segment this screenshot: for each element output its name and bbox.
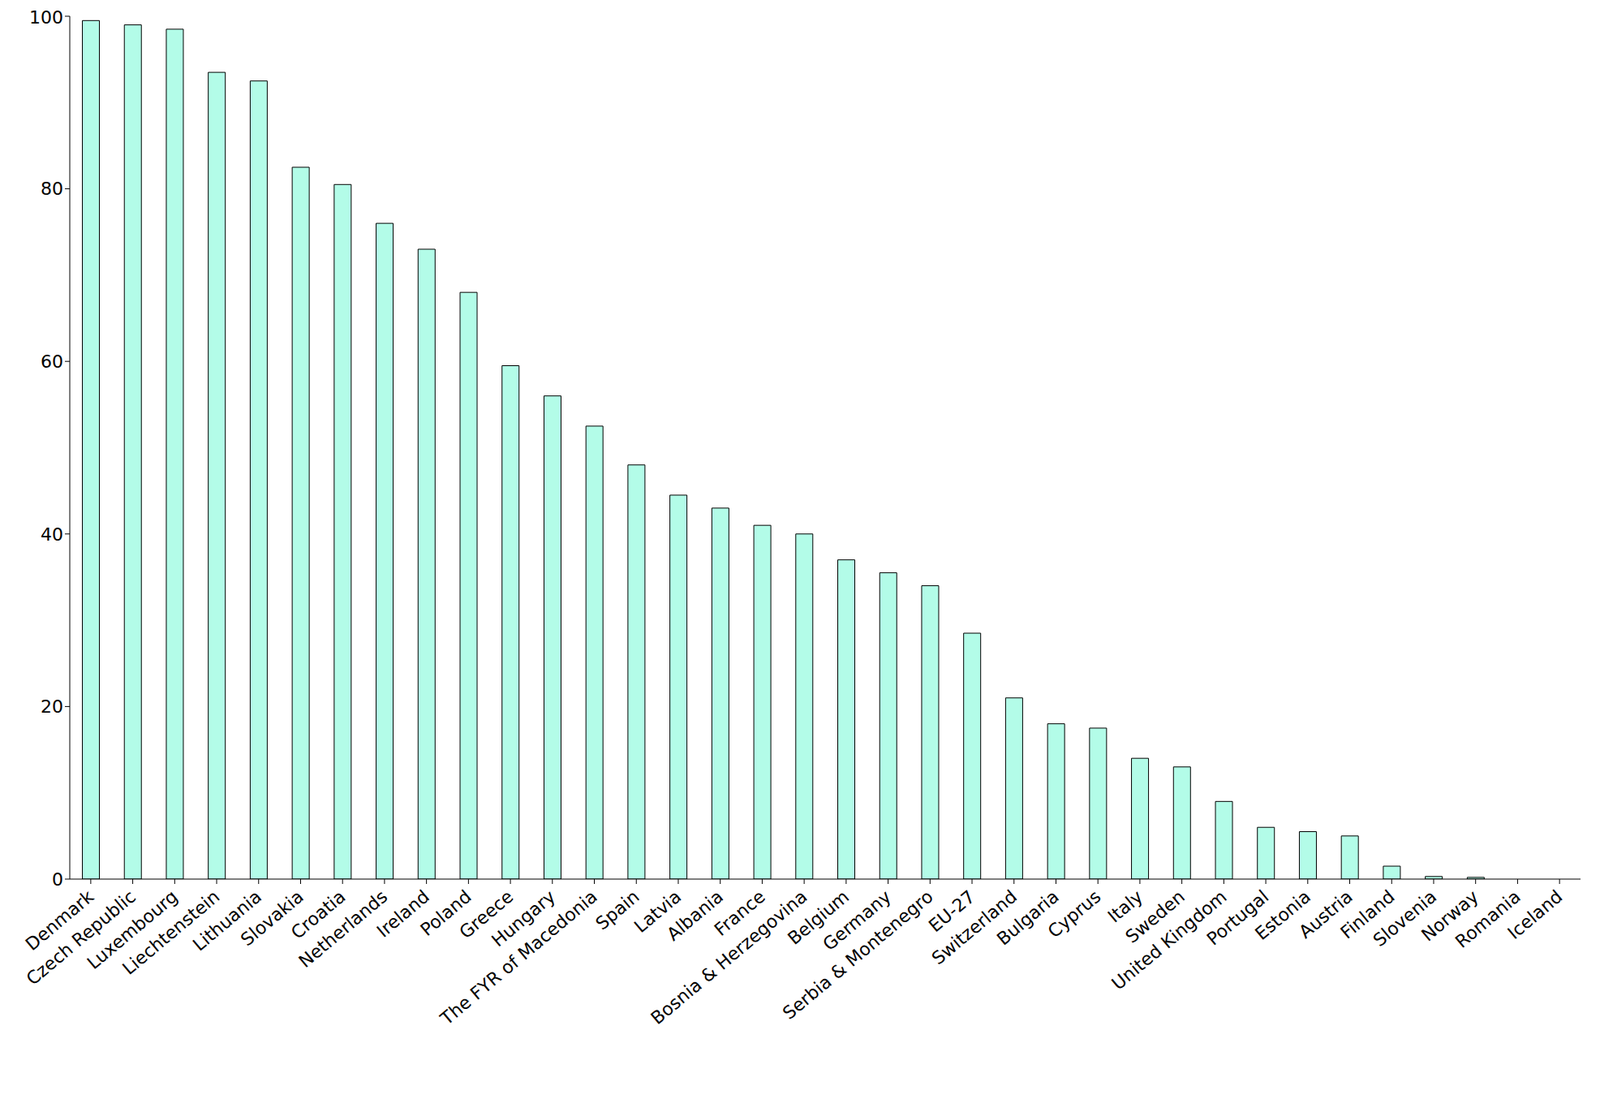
svg-text:Netherlands: Netherlands xyxy=(294,885,392,972)
svg-text:100: 100 xyxy=(29,7,64,28)
svg-text:Czech Republic: Czech Republic xyxy=(22,885,140,989)
svg-text:Austria: Austria xyxy=(1295,885,1357,942)
svg-text:Norway: Norway xyxy=(1417,885,1483,945)
svg-text:60: 60 xyxy=(40,351,64,372)
svg-text:EU-27: EU-27 xyxy=(924,885,979,936)
svg-text:20: 20 xyxy=(40,696,64,717)
svg-text:Latvia: Latvia xyxy=(630,885,686,937)
svg-text:Iceland: Iceland xyxy=(1503,886,1566,943)
svg-text:Hungary: Hungary xyxy=(487,885,560,951)
svg-text:Cyprus: Cyprus xyxy=(1044,886,1106,942)
svg-text:Spain: Spain xyxy=(591,885,644,934)
svg-text:Germany: Germany xyxy=(818,885,895,955)
svg-text:Bosnia & Herzegovina: Bosnia & Herzegovina xyxy=(646,885,811,1029)
svg-text:Italy: Italy xyxy=(1103,885,1147,927)
svg-text:Serbia & Montenegro: Serbia & Montenegro xyxy=(778,886,938,1024)
svg-text:Denmark: Denmark xyxy=(21,885,98,955)
svg-text:Liechtenstein: Liechtenstein xyxy=(118,885,224,979)
svg-text:Slovenia: Slovenia xyxy=(1369,885,1441,951)
svg-text:The FYR of Macedonia: The FYR of Macedonia xyxy=(435,886,601,1029)
svg-text:Croatia: Croatia xyxy=(287,885,350,943)
svg-text:Estonia: Estonia xyxy=(1251,885,1315,944)
svg-text:United Kingdom: United Kingdom xyxy=(1107,885,1231,994)
svg-text:Belgium: Belgium xyxy=(783,885,853,949)
svg-text:Poland: Poland xyxy=(416,885,476,940)
svg-text:Bulgaria: Bulgaria xyxy=(993,886,1063,950)
svg-text:Sweden: Sweden xyxy=(1121,885,1189,947)
svg-text:Portugal: Portugal xyxy=(1202,885,1273,949)
svg-text:Albania: Albania xyxy=(662,886,727,945)
svg-text:Greece: Greece xyxy=(455,885,518,943)
svg-text:0: 0 xyxy=(51,868,64,890)
svg-text:Lithuania: Lithuania xyxy=(189,885,266,955)
svg-text:40: 40 xyxy=(40,524,64,545)
svg-text:Ireland: Ireland xyxy=(372,885,434,942)
svg-text:Switzerland: Switzerland xyxy=(927,885,1021,969)
svg-text:France: France xyxy=(710,885,770,940)
svg-text:Slovakia: Slovakia xyxy=(236,886,308,951)
svg-text:80: 80 xyxy=(40,178,64,199)
svg-text:Finland: Finland xyxy=(1336,885,1399,943)
svg-text:Romania: Romania xyxy=(1451,885,1525,952)
svg-text:Luxembourg: Luxembourg xyxy=(83,885,182,973)
